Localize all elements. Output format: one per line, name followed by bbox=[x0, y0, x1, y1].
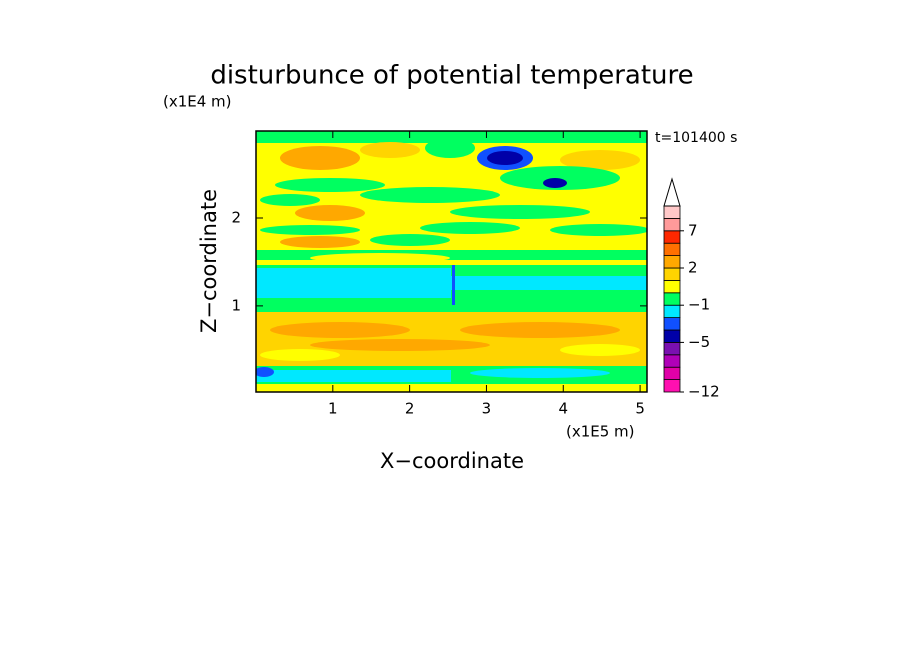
colorbar-tick-label: 7 bbox=[688, 221, 698, 239]
contour-region bbox=[560, 344, 640, 356]
contour-region bbox=[550, 224, 647, 236]
colorbar-tick-label: −12 bbox=[688, 383, 720, 401]
time-label: t=101400 s bbox=[655, 130, 737, 146]
colorbar-tick-label: −1 bbox=[688, 296, 710, 314]
contour-region bbox=[295, 205, 365, 221]
colorbar-box bbox=[663, 279, 681, 294]
colorbar-box bbox=[663, 341, 681, 356]
contour-region bbox=[452, 265, 455, 305]
y-tick-label: 1 bbox=[231, 296, 241, 314]
contour-region bbox=[450, 205, 590, 219]
x-tick-label: 4 bbox=[558, 400, 568, 418]
contour-region bbox=[487, 151, 523, 165]
chart-title: disturbunce of potential temperature bbox=[210, 61, 693, 91]
contour-region bbox=[425, 138, 475, 158]
contour-region bbox=[260, 349, 340, 361]
x-tick-label: 3 bbox=[482, 400, 492, 418]
x-tick-label: 5 bbox=[635, 400, 645, 418]
contour-region bbox=[543, 178, 567, 188]
x-axis-label: X−coordinate bbox=[380, 449, 524, 473]
y-unit: (x1E4 m) bbox=[163, 93, 232, 111]
contour-region bbox=[470, 368, 610, 378]
colorbar-box bbox=[663, 366, 681, 381]
contour-region bbox=[280, 236, 360, 248]
plot-frame bbox=[255, 130, 648, 393]
contour-region bbox=[256, 370, 451, 382]
contour-region bbox=[420, 222, 520, 234]
colorbar-box bbox=[663, 217, 681, 232]
contour-region bbox=[370, 234, 450, 246]
contour-region bbox=[310, 339, 490, 351]
contour-region bbox=[460, 322, 620, 338]
colorbar-box bbox=[663, 292, 681, 306]
contour-region bbox=[256, 250, 647, 260]
colorbar-box bbox=[663, 329, 681, 343]
contour-region bbox=[260, 194, 320, 206]
colorbar-box bbox=[663, 304, 681, 319]
contour-region bbox=[360, 142, 420, 158]
contour-field bbox=[256, 131, 647, 392]
contour-region bbox=[256, 268, 451, 298]
contour-region bbox=[256, 384, 647, 392]
contour-region bbox=[256, 367, 274, 377]
contour-region bbox=[360, 187, 500, 203]
contour-region bbox=[280, 146, 360, 170]
colorbar-box bbox=[663, 317, 681, 331]
contour-region bbox=[256, 131, 647, 143]
colorbar-box bbox=[663, 379, 681, 393]
contour-region bbox=[256, 302, 647, 312]
y-tick-label: 2 bbox=[231, 209, 241, 227]
colorbar-box bbox=[663, 230, 681, 244]
y-axis-label: Z−coordinate bbox=[197, 189, 221, 333]
colorbar-tick-label: −5 bbox=[688, 333, 710, 351]
contour-region bbox=[260, 225, 360, 235]
colorbar-box bbox=[663, 242, 681, 256]
contour-region bbox=[500, 166, 620, 190]
colorbar-box bbox=[663, 267, 681, 281]
colorbar-box bbox=[663, 354, 681, 368]
x-tick-label: 1 bbox=[328, 400, 338, 418]
contour-region bbox=[270, 322, 410, 338]
contour-region bbox=[275, 178, 385, 192]
x-tick-label: 2 bbox=[405, 400, 415, 418]
x-unit: (x1E5 m) bbox=[566, 423, 635, 441]
colorbar-box bbox=[663, 255, 681, 269]
colorbar-box bbox=[663, 205, 681, 219]
contour-region bbox=[560, 150, 640, 170]
colorbar-extension bbox=[663, 177, 681, 207]
contour-region bbox=[451, 276, 647, 290]
colorbar-tick-label: 2 bbox=[688, 259, 698, 277]
contour-region bbox=[310, 253, 450, 263]
